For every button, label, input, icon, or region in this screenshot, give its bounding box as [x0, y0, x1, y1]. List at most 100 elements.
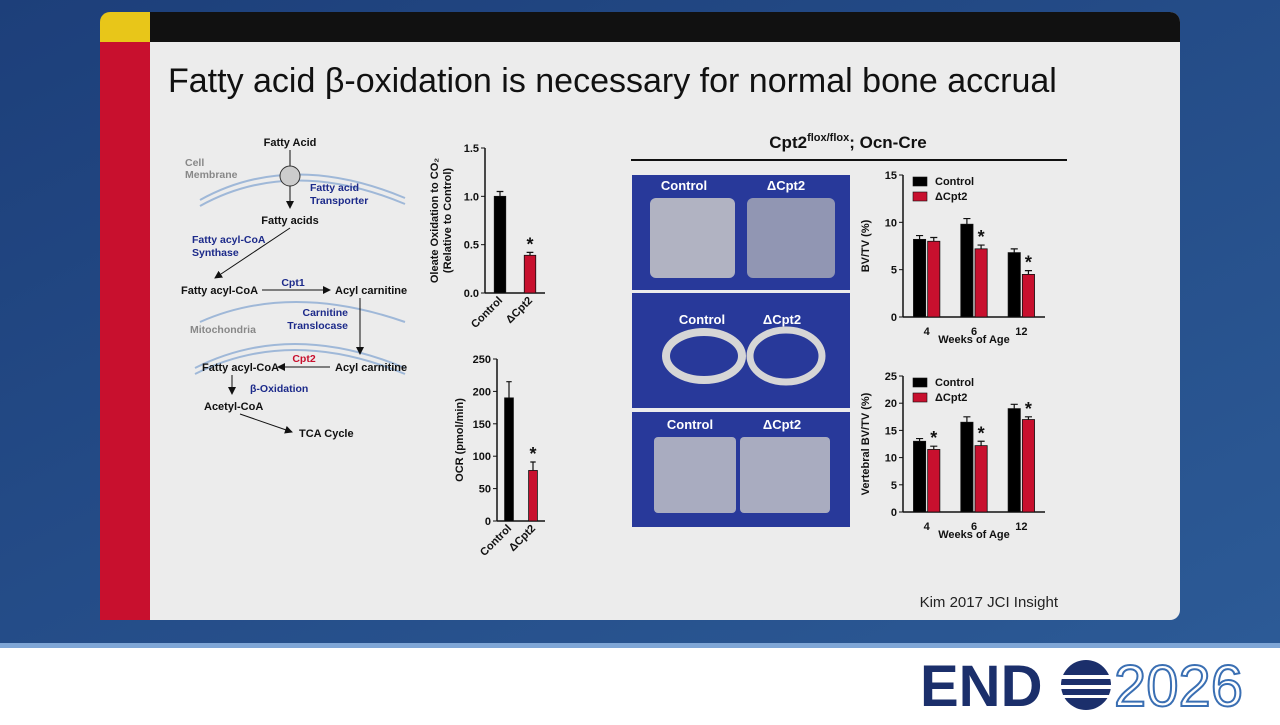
y-tick-label: 0.5: [464, 240, 479, 252]
legend-label: Control: [935, 377, 974, 389]
x-tick-label: 12: [1015, 326, 1027, 338]
error-bar: [916, 437, 924, 442]
x-tick-label: 12: [1015, 521, 1027, 533]
top-bar: [100, 12, 1180, 42]
image-label: ΔCpt2: [763, 312, 801, 327]
y-tick-label: 0: [891, 312, 897, 324]
error-bar: [930, 445, 938, 450]
error-bar: [496, 190, 504, 197]
significance-mark: *: [978, 227, 985, 247]
legend-label: ΔCpt2: [935, 191, 967, 203]
significance-mark: *: [526, 234, 533, 254]
y-axis-label: BV/TV (%): [860, 219, 872, 272]
legend-label: Control: [935, 176, 974, 188]
significance-mark: *: [930, 428, 937, 448]
genotype-header: Cpt2flox/flox; Ocn-Cre: [769, 132, 926, 152]
diagram-label: Cell: [185, 157, 204, 169]
y-tick-label: 20: [885, 398, 897, 410]
y-tick-label: 0.0: [464, 288, 479, 300]
error-bar: [1024, 416, 1032, 420]
bar: [1021, 419, 1035, 513]
bar: [523, 254, 537, 294]
legend-swatch: [912, 392, 928, 403]
x-tick-label: 4: [924, 326, 931, 338]
y-tick-label: 10: [885, 217, 897, 229]
diagram-label: Synthase: [192, 247, 239, 259]
diagram-label: Transporter: [310, 195, 368, 207]
image-label: Control: [667, 417, 713, 432]
y-tick-label: 100: [473, 451, 491, 463]
error-bar: [530, 461, 536, 471]
y-axis-label: OCR (pmol/min): [454, 398, 466, 482]
y-tick-label: 200: [473, 386, 491, 398]
error-bar: [963, 217, 971, 225]
genotype-rest: ; Ocn-Cre: [849, 133, 926, 152]
x-tick-label: 6: [971, 521, 977, 533]
genotype-sup: flox/flox: [807, 132, 850, 144]
x-tick-label: 6: [971, 326, 977, 338]
side-bar: [100, 42, 150, 620]
image-label: ΔCpt2: [763, 417, 801, 432]
legend-swatch: [912, 377, 928, 388]
legend-swatch: [912, 191, 928, 202]
diagram-label: Translocase: [287, 320, 348, 332]
x-axis-label: Weeks of Age: [938, 334, 1010, 346]
diagram-label: Fatty acid: [310, 182, 359, 194]
diagram-label: Fatty acyl-CoA: [202, 362, 279, 374]
y-tick-label: 0: [485, 516, 491, 528]
bar: [960, 421, 974, 513]
error-bar: [1010, 403, 1018, 409]
significance-mark: *: [529, 444, 536, 464]
y-axis-label: Oleate Oxidation to CO₂: [429, 158, 441, 283]
error-bar: [977, 244, 985, 249]
diagram-label: Cpt1: [281, 277, 304, 289]
logo-left: END: [920, 654, 1042, 719]
y-tick-label: 10: [885, 453, 897, 465]
significance-mark: *: [978, 423, 985, 443]
bar: [504, 397, 514, 522]
y-axis-label: (Relative to Control): [442, 168, 454, 273]
bar: [913, 238, 927, 318]
image-label: Control: [661, 178, 707, 193]
image-label: ΔCpt2: [767, 178, 805, 193]
x-tick-label: 4: [924, 521, 931, 533]
y-tick-label: 0: [891, 507, 897, 519]
bar: [960, 223, 974, 318]
bar: [974, 248, 988, 318]
error-bar: [526, 251, 534, 256]
error-bar: [1010, 248, 1018, 253]
logo-right: 2026: [1114, 654, 1243, 719]
band-line: [0, 643, 1280, 648]
significance-mark: *: [1025, 399, 1032, 419]
significance-mark: *: [1025, 253, 1032, 273]
y-tick-label: 5: [891, 480, 897, 492]
y-axis-label: Vertebral BV/TV (%): [860, 392, 872, 495]
citation: Kim 2017 JCI Insight: [920, 594, 1059, 611]
bar: [913, 440, 927, 513]
error-bar: [977, 440, 985, 446]
error-bar: [506, 381, 512, 398]
x-axis-label: Weeks of Age: [938, 529, 1010, 541]
bar: [1021, 273, 1035, 318]
y-tick-label: 5: [891, 265, 897, 277]
error-bar: [930, 236, 938, 242]
diagram-label: Acyl carnitine: [335, 362, 407, 374]
bar: [528, 470, 538, 522]
legend-swatch: [912, 176, 928, 187]
diagram-label: Fatty acyl-CoA: [192, 234, 266, 246]
diagram-label: Carnitine: [302, 307, 348, 319]
diagram-label: Acetyl-CoA: [204, 401, 263, 413]
bar: [927, 449, 941, 513]
genotype-gene: Cpt2: [769, 133, 807, 152]
y-tick-label: 1.0: [464, 191, 479, 203]
corner: [100, 12, 150, 42]
y-tick-label: 25: [885, 371, 897, 383]
diagram-label: TCA Cycle: [299, 428, 354, 440]
pathway-diagram: [194, 150, 406, 434]
diagram-label: Fatty acids: [261, 215, 318, 227]
y-tick-label: 150: [473, 419, 491, 431]
bar: [974, 445, 988, 513]
error-bar: [916, 234, 924, 240]
